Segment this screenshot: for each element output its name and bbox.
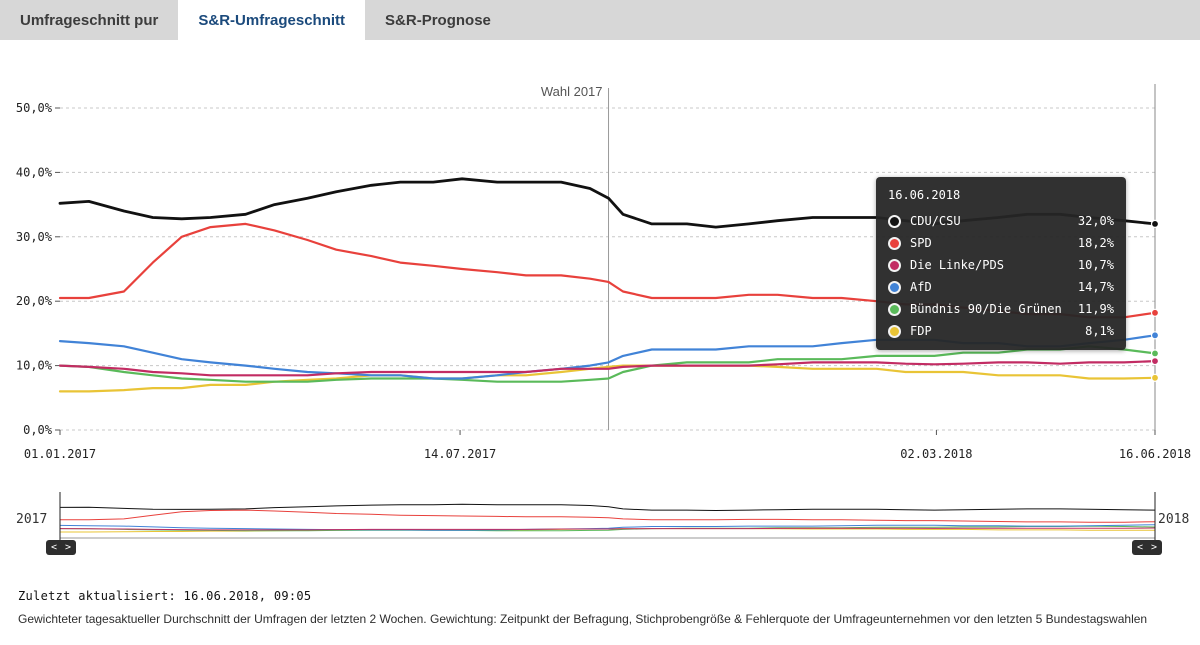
- x-axis-label: 01.01.2017: [24, 447, 96, 461]
- y-axis-label: 0,0%: [23, 423, 53, 437]
- party-color-dot-icon: [888, 324, 901, 338]
- party-color-dot-icon: [888, 258, 901, 272]
- last-updated-text: Zuletzt aktualisiert: 16.06.2018, 09:05: [18, 589, 312, 603]
- party-name: AfD: [910, 280, 932, 294]
- scroll-left-button[interactable]: <: [51, 541, 58, 553]
- party-value: 32,0%: [1077, 214, 1114, 228]
- series-end-dot-afd: [1150, 331, 1160, 340]
- series-end-dot-spd: [1150, 308, 1160, 317]
- nav-series-line-b-ndnis-90-die-gr-nen: [59, 525, 1156, 532]
- x-axis-label: 14.07.2017: [424, 447, 496, 461]
- range-scroll-buttons-right: < >: [1132, 540, 1162, 555]
- tab-bar: Umfrageschnitt pur S&R-Umfrageschnitt S&…: [0, 0, 1200, 40]
- scroll-right-button[interactable]: >: [1150, 541, 1157, 553]
- series-line-die-linke-pds: [58, 360, 1157, 377]
- tooltip-row: FDP 8,1%: [888, 320, 1114, 342]
- tooltip-row: AfD 14,7%: [888, 276, 1114, 298]
- nav-series-line-spd: [60, 509, 1156, 523]
- party-color-dot-icon: [888, 302, 901, 316]
- party-color-dot-icon: [888, 280, 901, 294]
- nav-series-line-cdu-csu: [59, 503, 1156, 512]
- x-axis-label: 16.06.2018: [1119, 447, 1191, 461]
- tooltip-row: SPD 18,2%: [888, 232, 1114, 254]
- nav-series-line-afd: [59, 524, 1156, 531]
- party-color-dot-icon: [888, 236, 901, 250]
- y-axis-label: 50,0%: [16, 101, 53, 115]
- tooltip-date: 16.06.2018: [888, 188, 961, 202]
- range-scroll-buttons-left: < >: [46, 540, 76, 555]
- y-axis-label: 40,0%: [16, 165, 53, 179]
- tab-umfrageschnitt-pur[interactable]: Umfrageschnitt pur: [20, 11, 159, 29]
- tooltip-rows: CDU/CSU 32,0% SPD 18,2% Die Linke/PDS 10,7% Af…: [888, 210, 1114, 342]
- y-axis-label: 20,0%: [16, 294, 53, 308]
- tab-sr-umfrageschnitt[interactable]: S&R-Umfrageschnitt: [178, 0, 366, 40]
- series-end-dot-die-linke-pds: [1150, 357, 1160, 366]
- tab-sr-prognose[interactable]: S&R-Prognose: [385, 11, 491, 29]
- election-marker-label: Wahl 2017: [541, 84, 603, 99]
- methodology-description: Gewichteter tagesaktueller Durchschnitt …: [18, 612, 1148, 626]
- series-end-dot-cdu-csu: [1150, 219, 1160, 228]
- scroll-right-button[interactable]: >: [64, 541, 71, 553]
- party-value: 11,9%: [1077, 302, 1114, 316]
- chart-tooltip: 16.06.2018 CDU/CSU 32,0% SPD 18,2% Die Linke…: [876, 177, 1126, 350]
- series-line-b-ndnis-90-die-gr-nen: [58, 345, 1157, 383]
- tooltip-row: CDU/CSU 32,0%: [888, 210, 1114, 232]
- party-name: Bündnis 90/Die Grünen: [910, 302, 1062, 316]
- party-name: Die Linke/PDS: [910, 258, 1004, 272]
- party-color-dot-icon: [888, 214, 901, 228]
- y-axis-label: 10,0%: [16, 359, 53, 373]
- party-value: 10,7%: [1077, 258, 1114, 272]
- nav-series-line-die-linke-pds: [59, 527, 1156, 531]
- range-selector-chart[interactable]: [0, 490, 1200, 542]
- party-name: CDU/CSU: [910, 214, 961, 228]
- range-end-year-label: 2018: [1158, 512, 1190, 527]
- tooltip-row: Die Linke/PDS 10,7%: [888, 254, 1114, 276]
- series-end-dot-fdp: [1150, 373, 1160, 382]
- party-name: FDP: [910, 324, 932, 338]
- x-axis-label: 02.03.2018: [900, 447, 972, 461]
- party-name: SPD: [910, 236, 932, 250]
- series-line-fdp: [58, 364, 1157, 393]
- y-axis-label: 30,0%: [16, 230, 53, 244]
- party-value: 18,2%: [1077, 236, 1114, 250]
- scroll-left-button[interactable]: <: [1137, 541, 1144, 553]
- tooltip-row: Bündnis 90/Die Grünen 11,9%: [888, 298, 1114, 320]
- range-start-year-label: 2017: [16, 512, 48, 527]
- series-end-dot-b-ndnis-90-die-gr-nen: [1150, 349, 1160, 358]
- party-value: 14,7%: [1077, 280, 1114, 294]
- party-value: 8,1%: [1085, 324, 1114, 338]
